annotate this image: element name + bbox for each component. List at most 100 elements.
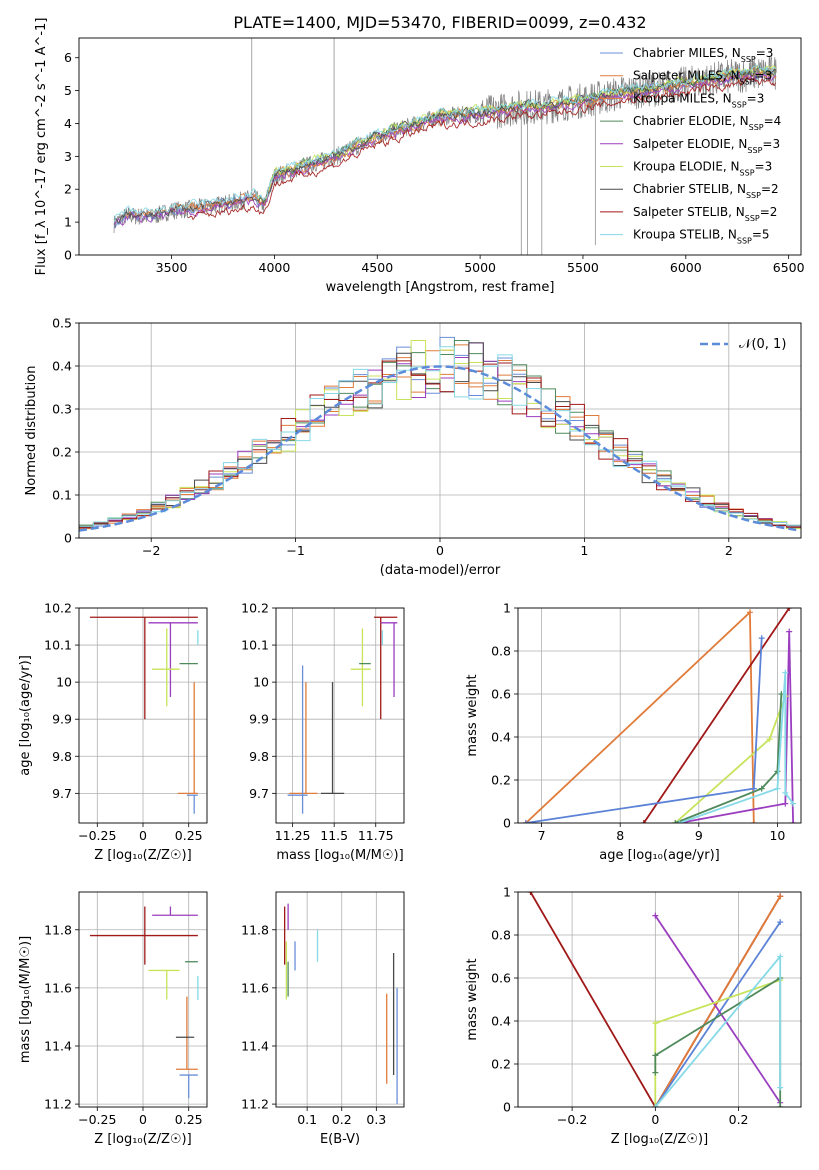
spectrum-ytick-label: 6 [64, 50, 72, 65]
legend-subscript: SSP [745, 213, 760, 222]
legend-subscript: SSP [732, 100, 747, 109]
mass-weight-marker [777, 1104, 784, 1107]
mass-vs-Z-xlabel: Z [log₁₀(Z/Z☉)] [94, 1132, 191, 1147]
mass-vs-Z-ylabel: mass [log₁₀(M/M☉)] [18, 936, 33, 1063]
residuals-ylabel: Normed distribution [24, 366, 39, 496]
mass-weight-marker [527, 892, 534, 895]
massweight-vs-Z-xtick-label: 0.2 [729, 1112, 749, 1127]
mass-weight-marker [777, 953, 784, 960]
mass-weight-series [525, 638, 763, 823]
spectrum-legend: Chabrier MILES, NSSP=3 Salpeter MILES, NS… [600, 46, 781, 245]
spectrum-xtick-label: 4500 [361, 260, 393, 275]
legend-label: Salpeter STELIB, NSSP=2 [633, 205, 777, 223]
spectrum-ytick-label: 0 [64, 248, 72, 263]
mass-weight-marker [777, 1084, 784, 1091]
age-vs-Z-ytick-label: 9.7 [52, 786, 72, 801]
age-vs-mass-ytick-label: 9.7 [249, 786, 269, 801]
residuals-ytick-label: 0.3 [52, 402, 72, 417]
errorbar-point [148, 969, 180, 1000]
mass-weight-series [654, 954, 782, 1107]
legend-label: Chabrier MILES, NSSP=3 [633, 46, 773, 64]
mass-weight-marker [746, 609, 753, 616]
mass-weight-series [654, 976, 782, 1107]
spectrum-xtick-label: 5000 [464, 260, 496, 275]
histogram-legend: 𝒩(0, 1) [700, 337, 786, 352]
spectrum-axes: 3500 4000 4500 5000 5500 6000 6500 0 1 2 3 4 5 6 wavel… [34, 18, 805, 295]
massweight-vs-Z-xtick-label: 0 [651, 1112, 659, 1127]
residuals-xtick-label: 1 [580, 543, 588, 558]
mass-weight-marker [750, 820, 757, 823]
massweight-vs-age-marks [522, 608, 797, 823]
mass-weight-series [678, 672, 794, 823]
age-vs-Z-xtick-label: 0.25 [175, 828, 203, 843]
residuals-xlabel: (data-model)/error [380, 563, 501, 578]
mass-weight-marker [652, 1069, 659, 1076]
mass-weight-marker [672, 820, 679, 823]
mass-vs-Z-marks [89, 906, 199, 1099]
mass-vs-Z-xtick-label: 0 [139, 1112, 147, 1127]
age-vs-mass-xtick-label: 11.25 [275, 828, 311, 843]
massweight-vs-age-ytick-label: 0.2 [491, 773, 511, 788]
massweight-vs-Z-ytick-label: 0 [503, 1100, 511, 1115]
mass-weight-marker [782, 789, 789, 796]
mass-weight-marker [652, 1104, 659, 1107]
errorbar-point [186, 794, 198, 814]
age-vs-mass-ytick-label: 10.2 [241, 601, 269, 616]
age-vs-Z-ytick-label: 10 [56, 675, 72, 690]
massweight-vs-Z-ytick-label: 0.2 [491, 1057, 511, 1072]
mass-vs-Z-xtick-label: −0.25 [78, 1112, 116, 1127]
spectrum-frame [78, 37, 802, 256]
mass-weight-marker [652, 1052, 659, 1059]
age-vs-Z-axes: −0.25 0 0.25 9.7 9.8 9.9 10 10.1 10.2 Z [log₁₀(Z/… [18, 601, 208, 863]
massweight-vs-age-ytick-label: 0.8 [491, 644, 511, 659]
mass-vs-EBV-xtick-label: 0.1 [297, 1112, 317, 1127]
massweight-vs-Z-axes: −0.2 0 0.2 0 0.2 0.4 0.6 0.8 1 Z [log₁₀(Z/Z☉)] mas… [465, 885, 802, 1147]
massweight-vs-Z-ytick-label: 0.4 [491, 1014, 511, 1029]
residuals-ytick-label: 0 [64, 531, 72, 546]
spectrum-xtick-label: 3500 [156, 260, 188, 275]
age-vs-Z-xlabel: Z [log₁₀(Z/Z☉)] [94, 848, 191, 863]
errorbar-point [152, 628, 180, 707]
age-vs-mass-xtick-label: 11.75 [358, 828, 394, 843]
age-vs-Z-ytick-label: 9.8 [52, 749, 72, 764]
legend-subscript: SSP [749, 123, 764, 132]
mass-weight-marker [758, 635, 765, 642]
legend-subscript: SSP [737, 236, 752, 245]
age-vs-mass-ytick-label: 9.9 [249, 712, 269, 727]
mass-weight-marker [640, 820, 647, 823]
legend-label: Salpeter ELODIE, NSSP=3 [633, 137, 780, 155]
mass-weight-marker [766, 736, 773, 743]
mass-weight-series [654, 921, 781, 1107]
mass-vs-EBV-grid [276, 892, 404, 1107]
errorbar-point [320, 682, 345, 794]
age-vs-mass-xtick-label: 11.5 [320, 828, 348, 843]
age-vs-Z-xtick-label: −0.25 [78, 828, 116, 843]
residuals-ytick-label: 0.2 [52, 445, 72, 460]
errorbar-point [374, 616, 398, 720]
mass-vs-EBV-ytick-label: 11.4 [241, 1038, 269, 1053]
massweight-vs-age-ytick-label: 1 [503, 601, 511, 616]
age-vs-Z-ytick-label: 10.2 [44, 601, 72, 616]
age-vs-Z-ytick-label: 10.1 [44, 638, 72, 653]
age-vs-mass-marks [287, 616, 398, 814]
massweight-vs-age-xtick-label: 7 [538, 828, 546, 843]
errorbar-point [287, 665, 308, 814]
residuals-xtick-label: 2 [725, 543, 733, 558]
massweight-vs-Z-ytick-label: 0.8 [491, 928, 511, 943]
age-vs-mass-grid [276, 607, 404, 823]
mass-weight-series [525, 610, 755, 823]
mass-vs-Z-ytick-label: 11.4 [44, 1038, 72, 1053]
massweight-vs-Z-grid [518, 891, 801, 1108]
histogram-series [79, 346, 801, 538]
mass-weight-marker [758, 785, 765, 792]
legend-label: Salpeter MILES, NSSP=3 [633, 69, 772, 87]
mass-weight-series [674, 693, 783, 823]
legend-label: Kroupa MILES, NSSP=3 [633, 91, 764, 109]
errorbar-point [175, 996, 198, 1070]
mass-weight-marker [782, 669, 789, 676]
residuals-ytick-label: 0.5 [52, 316, 72, 331]
mass-vs-Z-grid [79, 892, 207, 1107]
massweight-vs-Z-marks [527, 892, 784, 1107]
mass-weight-series [654, 915, 781, 1104]
model-spectrum [113, 64, 776, 223]
